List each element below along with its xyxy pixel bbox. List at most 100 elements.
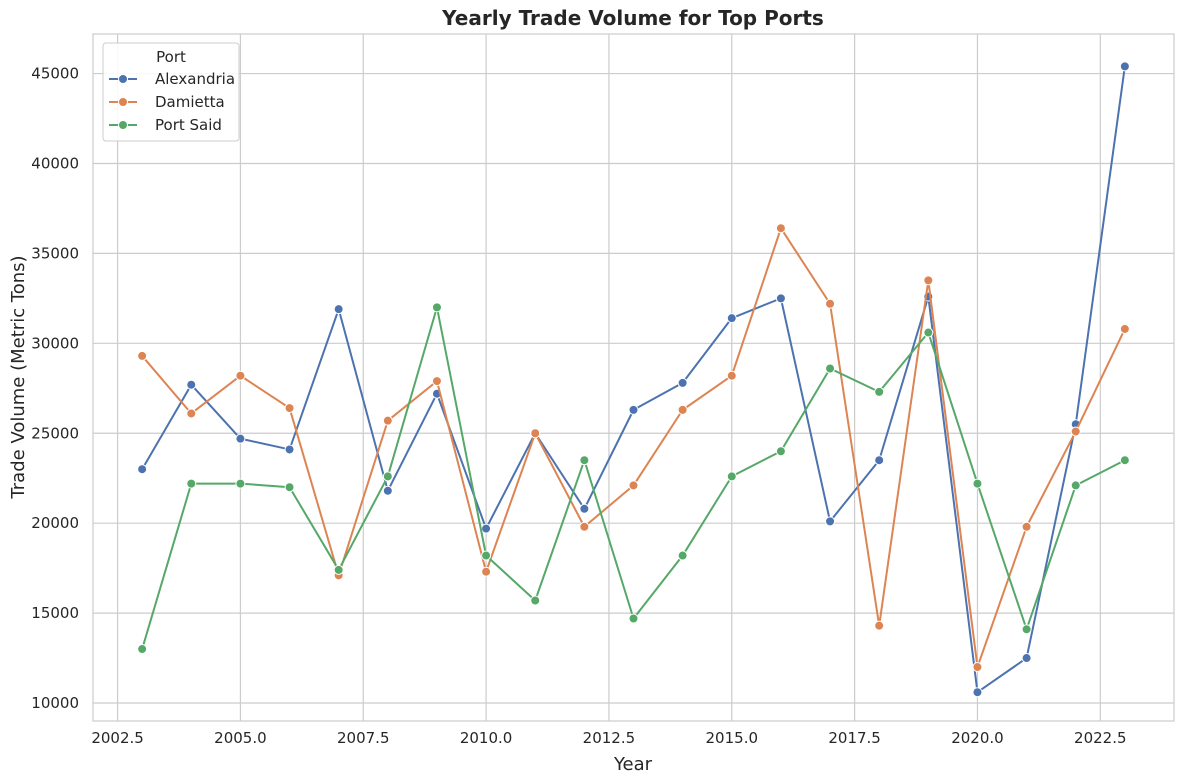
x-tick-label: 2005.0 (214, 729, 267, 747)
legend-item-damietta: Damietta (109, 93, 225, 111)
data-point-damietta (923, 275, 934, 286)
y-axis-label: Trade Volume (Metric Tons) (8, 255, 29, 499)
legend-swatch-marker (118, 120, 128, 130)
data-point-alexandria (825, 516, 836, 527)
y-tick-label: 35000 (31, 244, 79, 262)
x-tick-label: 2002.5 (91, 729, 144, 747)
data-point-damietta (1021, 521, 1032, 532)
x-tick-label: 2022.5 (1074, 729, 1127, 747)
data-point-damietta (726, 370, 737, 381)
data-point-damietta (235, 370, 246, 381)
x-tick-label: 2017.5 (828, 729, 881, 747)
x-tick-label: 2015.0 (706, 729, 759, 747)
data-point-damietta (284, 403, 295, 414)
y-tick-label: 40000 (31, 154, 79, 172)
data-point-port-said (677, 550, 688, 561)
data-point-port-said (628, 613, 639, 624)
legend: Port Alexandria Damietta Port Said (102, 42, 240, 142)
data-point-alexandria (481, 523, 492, 534)
y-tick-label: 15000 (31, 604, 79, 622)
data-point-port-said (333, 564, 344, 575)
data-point-alexandria (284, 444, 295, 455)
data-point-port-said (284, 482, 295, 493)
y-tick-label: 45000 (31, 65, 79, 83)
data-point-damietta (972, 662, 983, 673)
data-point-alexandria (382, 485, 393, 496)
data-point-damietta (137, 350, 148, 361)
series-group (137, 61, 1130, 698)
data-point-alexandria (775, 293, 786, 304)
y-tick-label: 20000 (31, 514, 79, 532)
data-point-damietta (775, 223, 786, 234)
legend-item-port-said: Port Said (109, 116, 222, 134)
legend-label: Alexandria (155, 70, 235, 88)
data-point-damietta (677, 404, 688, 415)
data-point-port-said (1021, 624, 1032, 635)
data-point-alexandria (628, 404, 639, 415)
data-point-alexandria (235, 433, 246, 444)
data-point-damietta (579, 521, 590, 532)
legend-label: Port Said (155, 116, 222, 134)
data-point-alexandria (726, 313, 737, 324)
y-tick-label: 10000 (31, 694, 79, 712)
data-point-alexandria (1119, 61, 1130, 72)
data-point-port-said (382, 471, 393, 482)
data-point-port-said (481, 550, 492, 561)
data-point-port-said (874, 386, 885, 397)
data-point-damietta (1070, 426, 1081, 437)
data-point-alexandria (186, 379, 197, 390)
data-point-alexandria (1021, 653, 1032, 664)
data-point-alexandria (137, 464, 148, 475)
data-point-damietta (825, 298, 836, 309)
series-port-said (137, 302, 1130, 655)
data-point-port-said (972, 478, 983, 489)
tick-labels: 2002.5 2005.0 2007.5 2010.0 2012.5 2015.0 2017… (31, 65, 1126, 747)
plot-frame (92, 33, 1175, 722)
legend-item-alexandria: Alexandria (109, 70, 235, 88)
x-tick-label: 2010.0 (460, 729, 513, 747)
legend-title: Port (156, 48, 186, 66)
data-point-port-said (431, 302, 442, 313)
data-point-alexandria (972, 687, 983, 698)
data-point-port-said (726, 471, 737, 482)
data-point-port-said (579, 455, 590, 466)
data-point-damietta (431, 376, 442, 387)
data-point-damietta (481, 566, 492, 577)
data-point-damietta (1119, 323, 1130, 334)
data-point-port-said (923, 327, 934, 338)
data-point-damietta (874, 620, 885, 631)
data-point-damietta (186, 408, 197, 419)
legend-swatch-marker (118, 74, 128, 84)
gridlines (93, 34, 1174, 721)
data-point-damietta (382, 415, 393, 426)
data-point-damietta (530, 428, 541, 439)
data-point-port-said (825, 363, 836, 374)
data-point-port-said (530, 595, 541, 606)
y-tick-label: 25000 (31, 424, 79, 442)
x-axis-label: Year (613, 754, 653, 775)
x-tick-label: 2012.5 (583, 729, 636, 747)
y-tick-label: 30000 (31, 334, 79, 352)
legend-label: Damietta (155, 93, 225, 111)
data-point-alexandria (333, 304, 344, 315)
data-point-port-said (235, 478, 246, 489)
data-point-alexandria (677, 377, 688, 388)
plot-area (93, 34, 1174, 721)
x-tick-label: 2020.0 (951, 729, 1004, 747)
x-tick-label: 2007.5 (337, 729, 390, 747)
data-point-port-said (137, 644, 148, 655)
chart-title: Yearly Trade Volume for Top Ports (441, 6, 824, 30)
series-damietta (137, 223, 1130, 673)
data-point-alexandria (874, 455, 885, 466)
data-point-port-said (186, 478, 197, 489)
data-point-port-said (775, 446, 786, 457)
data-point-port-said (1119, 455, 1130, 466)
legend-swatch-marker (118, 97, 128, 107)
data-point-damietta (628, 480, 639, 491)
legend-items: Alexandria Damietta Port Said (109, 70, 235, 134)
data-point-alexandria (579, 503, 590, 514)
data-point-port-said (1070, 480, 1081, 491)
legend-box (102, 42, 240, 142)
